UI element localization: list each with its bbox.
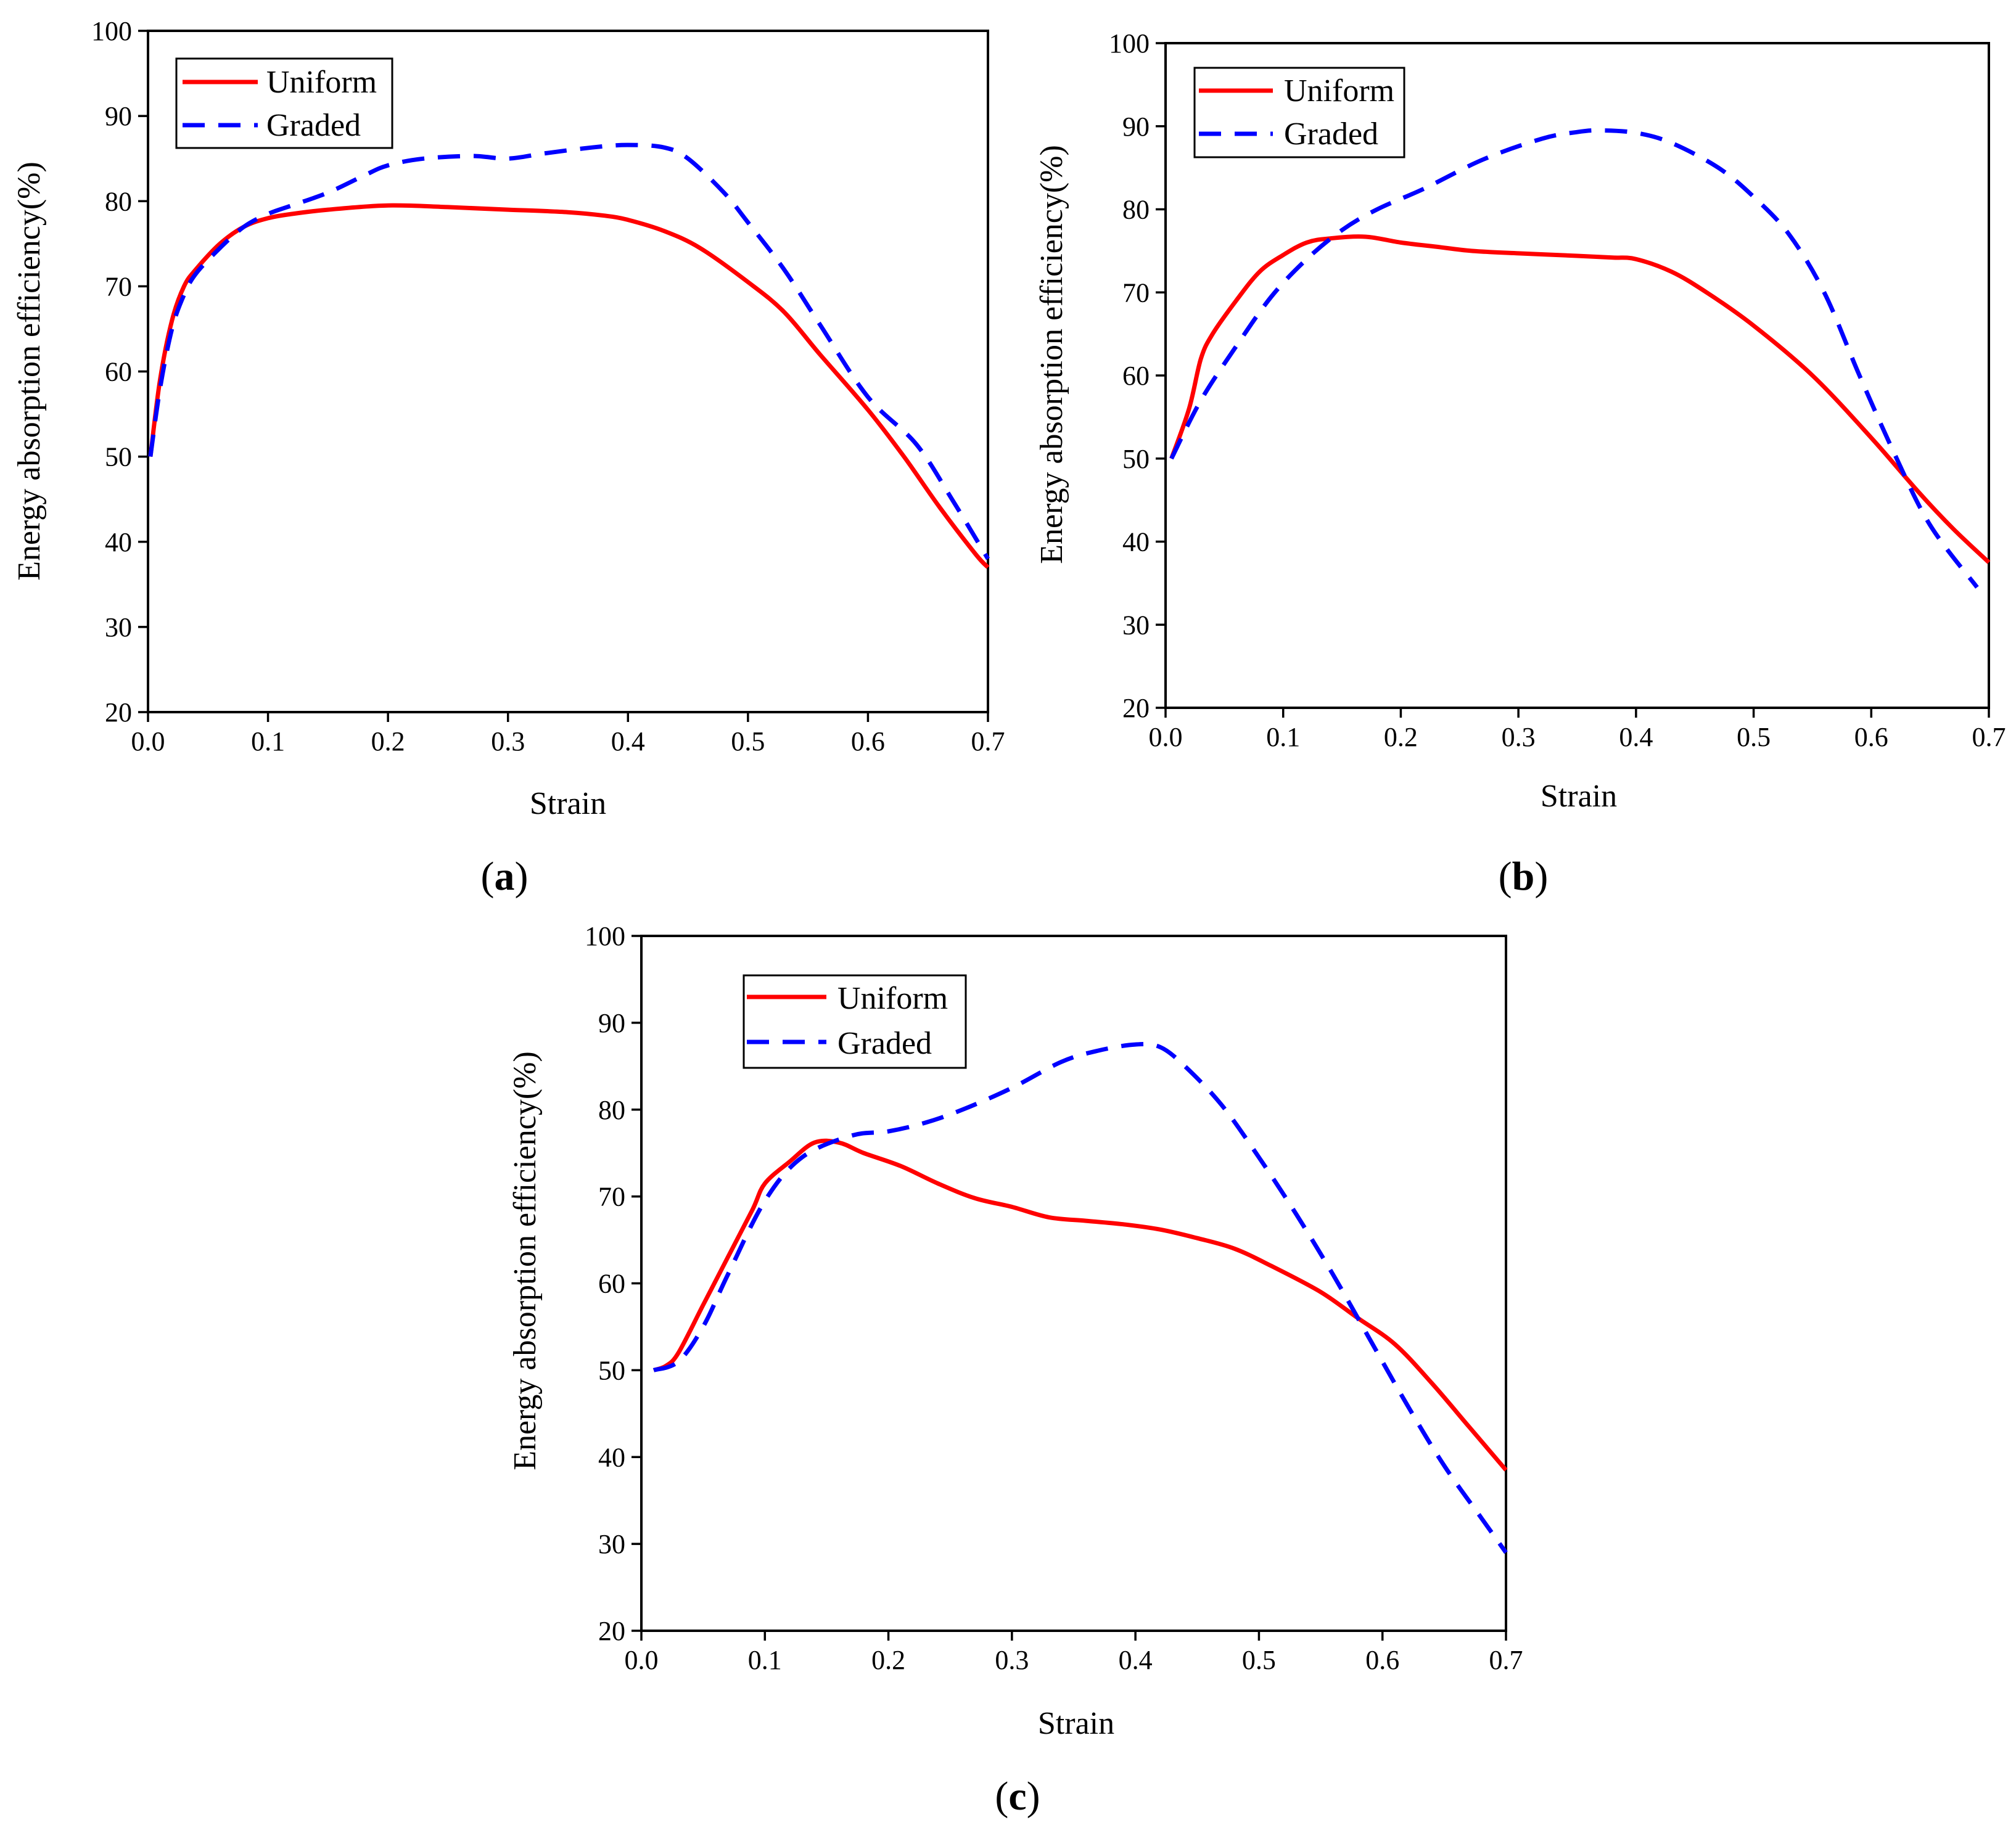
x-axis-title: Strain (1038, 1706, 1114, 1741)
y-tick-label: 40 (598, 1442, 625, 1472)
panel-label: (b) (1499, 854, 1549, 899)
y-tick-label: 50 (105, 442, 132, 472)
y-tick-label: 100 (585, 921, 625, 951)
y-tick-label: 90 (1122, 112, 1150, 142)
y-axis-title: Energy absorption efficiency(%) (12, 162, 47, 581)
panel-label-letter: c (1008, 1774, 1026, 1819)
x-tick-label: 0.1 (748, 1645, 782, 1675)
chart-panel-a: 0.0 0.1 0.2 0.3 0.4 0.5 0.6 0.7 20 30 40 50 60 70 80 90… (12, 16, 1005, 899)
axis-ticks: 0.0 0.1 0.2 0.3 0.4 0.5 0.6 0.7 20 30 40 50 60 70 80 90… (585, 921, 1523, 1675)
legend-box (1193, 67, 1405, 158)
panel-label: (c) (995, 1774, 1040, 1819)
x-tick-label: 0.0 (131, 726, 165, 756)
y-tick-label: 90 (105, 101, 132, 131)
x-tick-label: 0.1 (1266, 722, 1300, 752)
x-tick-label: 0.6 (1854, 722, 1888, 752)
legend-label-graded: Graded (837, 1026, 932, 1061)
series-line-graded (1169, 128, 1979, 589)
x-tick-label: 0.3 (995, 1645, 1029, 1675)
x-tick-label: 0.3 (1502, 722, 1536, 752)
x-tick-label: 0.5 (731, 726, 765, 756)
y-tick-label: 60 (1122, 361, 1150, 391)
chart-panel-b: 0.0 0.1 0.2 0.3 0.4 0.5 0.6 0.7 20 30 40 50 60 70 80 90… (1034, 28, 2006, 899)
x-axis-title: Strain (1541, 779, 1617, 814)
axis-ticks: 0.0 0.1 0.2 0.3 0.4 0.5 0.6 0.7 20 30 40 50 60 70 80 90… (91, 16, 1005, 756)
y-tick-label: 20 (1122, 693, 1150, 723)
x-tick-label: 0.1 (251, 726, 285, 756)
x-tick-label: 0.5 (1242, 1645, 1276, 1675)
x-tick-label: 0.0 (1149, 722, 1183, 752)
series-line-uniform (148, 203, 990, 569)
x-tick-label: 0.2 (1384, 722, 1418, 752)
y-axis-title: Energy absorption efficiency(%) (1034, 145, 1069, 564)
legend-box (743, 974, 967, 1069)
y-tick-label: 50 (1122, 444, 1150, 474)
x-tick-label: 0.2 (371, 726, 405, 756)
legend-label-uniform: Uniform (837, 981, 948, 1016)
x-tick-label: 0.7 (1489, 1645, 1523, 1675)
y-tick-label: 50 (598, 1355, 625, 1385)
panel-label: (a) (481, 854, 529, 899)
y-tick-label: 60 (105, 357, 132, 387)
y-tick-label: 80 (598, 1095, 625, 1125)
series-line-uniform (652, 1138, 1508, 1472)
legend: Uniform Graded (743, 974, 967, 1069)
x-tick-label: 0.0 (625, 1645, 659, 1675)
y-tick-label: 40 (105, 527, 132, 557)
series-line-uniform (1169, 234, 1991, 564)
y-tick-label: 40 (1122, 527, 1150, 557)
y-tick-label: 30 (598, 1529, 625, 1559)
x-tick-label: 0.2 (871, 1645, 905, 1675)
x-tick-label: 0.3 (491, 726, 525, 756)
y-tick-label: 70 (105, 271, 132, 301)
series-group (1169, 128, 1991, 589)
legend: Uniform Graded (1193, 67, 1405, 158)
legend-label-graded: Graded (1284, 117, 1378, 152)
y-tick-label: 70 (598, 1182, 625, 1212)
y-tick-label: 70 (1122, 277, 1150, 308)
series-line-graded (652, 1042, 1508, 1554)
x-tick-label: 0.7 (971, 726, 1005, 756)
y-tick-label: 80 (1122, 195, 1150, 225)
legend: Uniform Graded (175, 57, 393, 149)
y-tick-label: 100 (91, 16, 132, 46)
y-tick-label: 30 (1122, 610, 1150, 640)
y-tick-label: 80 (105, 186, 132, 216)
x-tick-label: 0.5 (1737, 722, 1771, 752)
y-axis-title: Energy absorption efficiency(%) (508, 1051, 543, 1470)
panel-label-letter: b (1512, 854, 1535, 899)
y-tick-label: 30 (105, 612, 132, 642)
legend-box (175, 57, 393, 149)
x-axis-title: Strain (530, 786, 606, 821)
chart-panel-c: 0.0 0.1 0.2 0.3 0.4 0.5 0.6 0.7 20 30 40 50 60 70 80 90… (508, 921, 1523, 1819)
legend-label-uniform: Uniform (266, 65, 377, 100)
x-tick-label: 0.4 (1119, 1645, 1153, 1675)
axis-ticks: 0.0 0.1 0.2 0.3 0.4 0.5 0.6 0.7 20 30 40 50 60 70 80 90… (1109, 28, 2006, 752)
x-tick-label: 0.6 (1365, 1645, 1399, 1675)
legend-label-graded: Graded (266, 108, 361, 143)
y-tick-label: 100 (1109, 28, 1150, 59)
series-line-graded (148, 142, 990, 560)
x-tick-label: 0.6 (851, 726, 885, 756)
x-tick-label: 0.7 (1972, 722, 2006, 752)
series-group (148, 142, 990, 569)
y-tick-label: 60 (598, 1269, 625, 1299)
x-tick-label: 0.4 (1619, 722, 1653, 752)
panel-label-letter: a (495, 854, 515, 899)
y-tick-label: 20 (105, 697, 132, 728)
legend-label-uniform: Uniform (1284, 73, 1394, 109)
y-tick-label: 20 (598, 1616, 625, 1646)
series-group (652, 1042, 1508, 1554)
x-tick-label: 0.4 (611, 726, 645, 756)
y-tick-label: 90 (598, 1008, 625, 1038)
